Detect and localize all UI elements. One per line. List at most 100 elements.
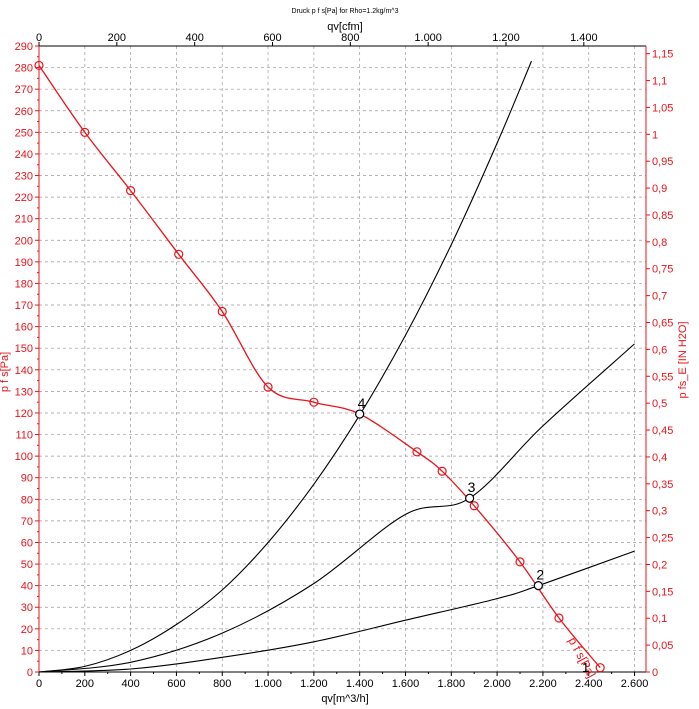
left-tick-label: 80 <box>21 494 33 506</box>
system-curve-3 <box>38 343 635 673</box>
bottom-tick-label: 1.600 <box>392 678 420 690</box>
left-tick-label: 220 <box>15 192 33 204</box>
fan-curve-marker <box>263 382 273 392</box>
bottom-axis-ticks: 0 200 400 600 800 1.000 1.200 1.400 1.600 1.800 2.… <box>36 672 648 690</box>
right-tick-label: 1,05 <box>652 102 673 114</box>
right-tick-label: 0,3 <box>652 506 667 518</box>
left-axis-ticks: 0 10 20 30 40 50 60 70 80 90 100 110 120 130 140 150 160… <box>15 41 39 679</box>
left-tick-label: 190 <box>15 257 33 269</box>
fan-curve-marker <box>309 397 319 407</box>
bottom-tick-label: 400 <box>121 678 139 690</box>
left-tick-label: 200 <box>15 235 33 247</box>
top-tick-label: 1.000 <box>414 32 442 44</box>
bottom-tick-label: 1.400 <box>346 678 374 690</box>
grid-lines <box>39 45 646 672</box>
top-tick-label: 800 <box>341 32 359 44</box>
fan-curve-marker <box>595 663 605 673</box>
left-tick-label: 10 <box>21 645 33 657</box>
left-tick-label: 170 <box>15 300 33 312</box>
operating-points: 4 3 2 <box>355 395 544 591</box>
top-tick-label: 600 <box>263 32 281 44</box>
corner-label: 1 <box>582 660 589 675</box>
left-tick-label: 230 <box>15 171 33 183</box>
top-axis-label: qv[cfm] <box>327 21 362 33</box>
right-tick-label: 0,95 <box>652 156 673 168</box>
left-tick-label: 70 <box>21 516 33 528</box>
left-tick-label: 0 <box>27 667 33 679</box>
bottom-tick-label: 2.600 <box>621 678 649 690</box>
right-tick-label: 0,4 <box>652 452 667 464</box>
left-tick-label: 290 <box>15 41 33 53</box>
fan-curve-marker <box>126 186 136 196</box>
left-tick-label: 60 <box>21 537 33 549</box>
left-tick-label: 160 <box>15 322 33 334</box>
left-axis-label: p f s[Pa] <box>0 352 11 392</box>
right-tick-label: 1,1 <box>652 76 667 88</box>
left-tick-label: 50 <box>21 559 33 571</box>
chart-title: Druck p f s[Pa] for Rho=1.2kg/m^3 <box>292 8 399 15</box>
bottom-tick-label: 600 <box>167 678 185 690</box>
right-tick-label: 0,8 <box>652 237 667 249</box>
left-tick-label: 210 <box>15 214 33 226</box>
fan-curve-marker <box>80 127 90 137</box>
bottom-tick-label: 200 <box>76 678 94 690</box>
fan-curve-marker <box>469 501 479 511</box>
right-tick-label: 0,05 <box>652 640 673 652</box>
fan-curve-marker <box>174 249 184 259</box>
left-tick-label: 130 <box>15 386 33 398</box>
fan-curve-marker <box>515 557 525 567</box>
top-tick-label: 1.400 <box>570 32 598 44</box>
right-tick-label: 0,75 <box>652 264 673 276</box>
bottom-tick-label: 1.000 <box>254 678 282 690</box>
fan-curve-marker <box>412 447 422 457</box>
left-tick-label: 100 <box>15 451 33 463</box>
left-tick-label: 250 <box>15 127 33 139</box>
right-tick-label: 0,85 <box>652 210 673 222</box>
right-tick-label: 0,55 <box>652 371 673 383</box>
right-tick-label: 0,45 <box>652 425 673 437</box>
left-tick-label: 30 <box>21 602 33 614</box>
right-tick-label: 0,5 <box>652 398 667 410</box>
left-tick-label: 140 <box>15 365 33 377</box>
fan-curve-marker <box>34 60 44 71</box>
left-tick-label: 90 <box>21 473 33 485</box>
left-tick-label: 120 <box>15 408 33 420</box>
left-tick-label: 20 <box>21 624 33 636</box>
fan-curve <box>38 65 601 669</box>
curves <box>34 60 635 673</box>
right-tick-label: 0,65 <box>652 318 673 330</box>
operating-point-label: 3 <box>468 479 476 495</box>
right-tick-label: 1 <box>652 129 658 141</box>
top-tick-label: 1.200 <box>492 32 520 44</box>
top-axis-ticks: 0 200 400 600 800 1.000 1.200 1.400 <box>36 32 598 46</box>
bottom-tick-label: 1.800 <box>438 678 466 690</box>
bottom-tick-label: 2.400 <box>575 678 603 690</box>
left-tick-label: 260 <box>15 106 33 118</box>
right-tick-label: 1,15 <box>652 49 673 61</box>
bottom-axis-label: qv[m^3/h] <box>321 693 368 705</box>
operating-point-2 <box>533 581 543 591</box>
bottom-tick-label: 0 <box>36 678 42 690</box>
right-tick-label: 0,25 <box>652 533 673 545</box>
fan-curve-marker <box>554 613 564 623</box>
left-tick-label: 180 <box>15 278 33 290</box>
fan-curve-marker <box>217 306 227 317</box>
right-tick-label: 0,2 <box>652 559 667 571</box>
right-tick-label: 0,6 <box>652 344 667 356</box>
fan-curve-marker <box>437 466 447 476</box>
operating-point-label: 4 <box>358 395 366 411</box>
bottom-tick-label: 1.200 <box>300 678 328 690</box>
bottom-tick-label: 2.000 <box>483 678 511 690</box>
left-tick-label: 270 <box>15 84 33 96</box>
bottom-tick-label: 2.200 <box>529 678 557 690</box>
chart-axes <box>38 45 647 673</box>
top-tick-label: 400 <box>185 32 203 44</box>
left-tick-label: 150 <box>15 343 33 355</box>
top-tick-label: 200 <box>108 32 126 44</box>
right-tick-label: 0,15 <box>652 586 673 598</box>
right-tick-label: 0,9 <box>652 183 667 195</box>
left-tick-label: 240 <box>15 149 33 161</box>
right-tick-label: 0,1 <box>652 613 667 625</box>
operating-point-4 <box>355 409 365 419</box>
